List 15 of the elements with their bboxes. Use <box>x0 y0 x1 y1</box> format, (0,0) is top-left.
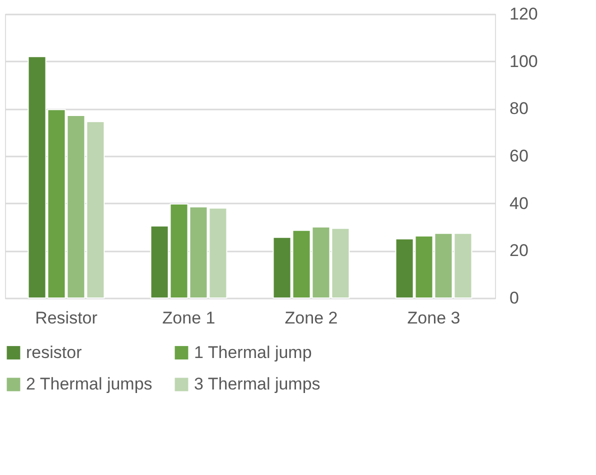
y-tick-label: 0 <box>510 288 519 308</box>
legend-label: 3 Thermal jumps <box>194 374 320 394</box>
y-tick-label: 40 <box>510 194 528 213</box>
y-tick-label: 80 <box>510 99 528 118</box>
y-tick-label: 120 <box>510 4 538 24</box>
y-tick-label: 100 <box>510 52 538 71</box>
x-tick-label: Zone 3 <box>407 308 460 328</box>
y-tick-label: 60 <box>510 146 528 166</box>
y-tick-label: 20 <box>510 241 528 260</box>
x-tick-label: Zone 1 <box>162 308 216 328</box>
legend-label: resistor <box>26 342 82 362</box>
x-tick-label: Zone 2 <box>284 308 338 328</box>
x-tick-label: Resistor <box>35 308 98 328</box>
legend-label: 2 Thermal jumps <box>26 374 152 394</box>
legend-label: 1 Thermal jump <box>194 342 312 362</box>
